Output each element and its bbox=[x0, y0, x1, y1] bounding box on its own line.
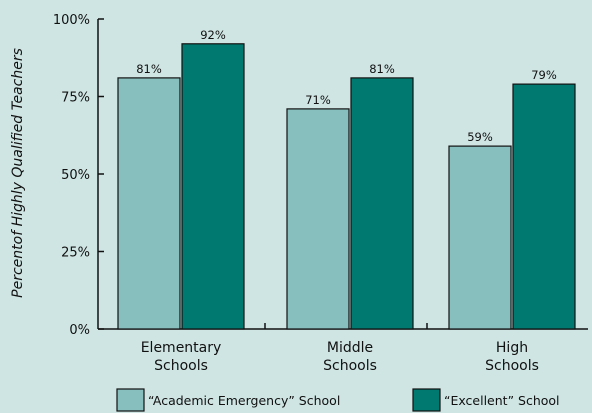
y-tick-label: 100% bbox=[53, 13, 90, 28]
category-label-line: Middle bbox=[327, 340, 373, 356]
category-label-line: Schools bbox=[154, 358, 208, 374]
legend-label: “Academic Emergency” School bbox=[148, 393, 340, 408]
legend-label: “Excellent” School bbox=[444, 393, 560, 408]
bar bbox=[117, 77, 181, 330]
bar bbox=[448, 145, 512, 330]
legend-swatch bbox=[116, 388, 145, 412]
category-label-line: High bbox=[496, 340, 528, 356]
category-label-line: Elementary bbox=[141, 340, 222, 356]
y-tick-label: 75% bbox=[61, 91, 90, 106]
bar-value-label: 81% bbox=[369, 62, 395, 76]
bar-value-label: 92% bbox=[200, 28, 226, 42]
y-tick-label: 25% bbox=[61, 246, 90, 261]
category-label: Middle Schools bbox=[323, 340, 377, 374]
y-tick-label: 0% bbox=[69, 323, 90, 338]
bar-value-label: 81% bbox=[136, 62, 162, 76]
bar bbox=[350, 77, 414, 330]
plot-area: 0% 25% 50% 75% 100% 81% 92% Elementary Schools 71… bbox=[53, 13, 588, 374]
legend-swatch bbox=[412, 388, 441, 412]
bar-value-label: 59% bbox=[467, 130, 493, 144]
legend: “Academic Emergency” School “Excellent” S… bbox=[116, 388, 560, 412]
category-label-line: Schools bbox=[485, 358, 539, 374]
bar-value-label: 79% bbox=[531, 68, 557, 82]
y-tick-label: 50% bbox=[61, 168, 90, 183]
bar bbox=[512, 83, 576, 330]
bar-value-label: 71% bbox=[305, 93, 331, 107]
bar bbox=[286, 108, 350, 330]
bar bbox=[181, 43, 245, 330]
category-label-line: Schools bbox=[323, 358, 377, 374]
y-axis-label: Percentof Highly Qualified Teachers bbox=[10, 48, 26, 298]
category-label: High Schools bbox=[485, 340, 539, 374]
category-label: Elementary Schools bbox=[141, 340, 222, 374]
